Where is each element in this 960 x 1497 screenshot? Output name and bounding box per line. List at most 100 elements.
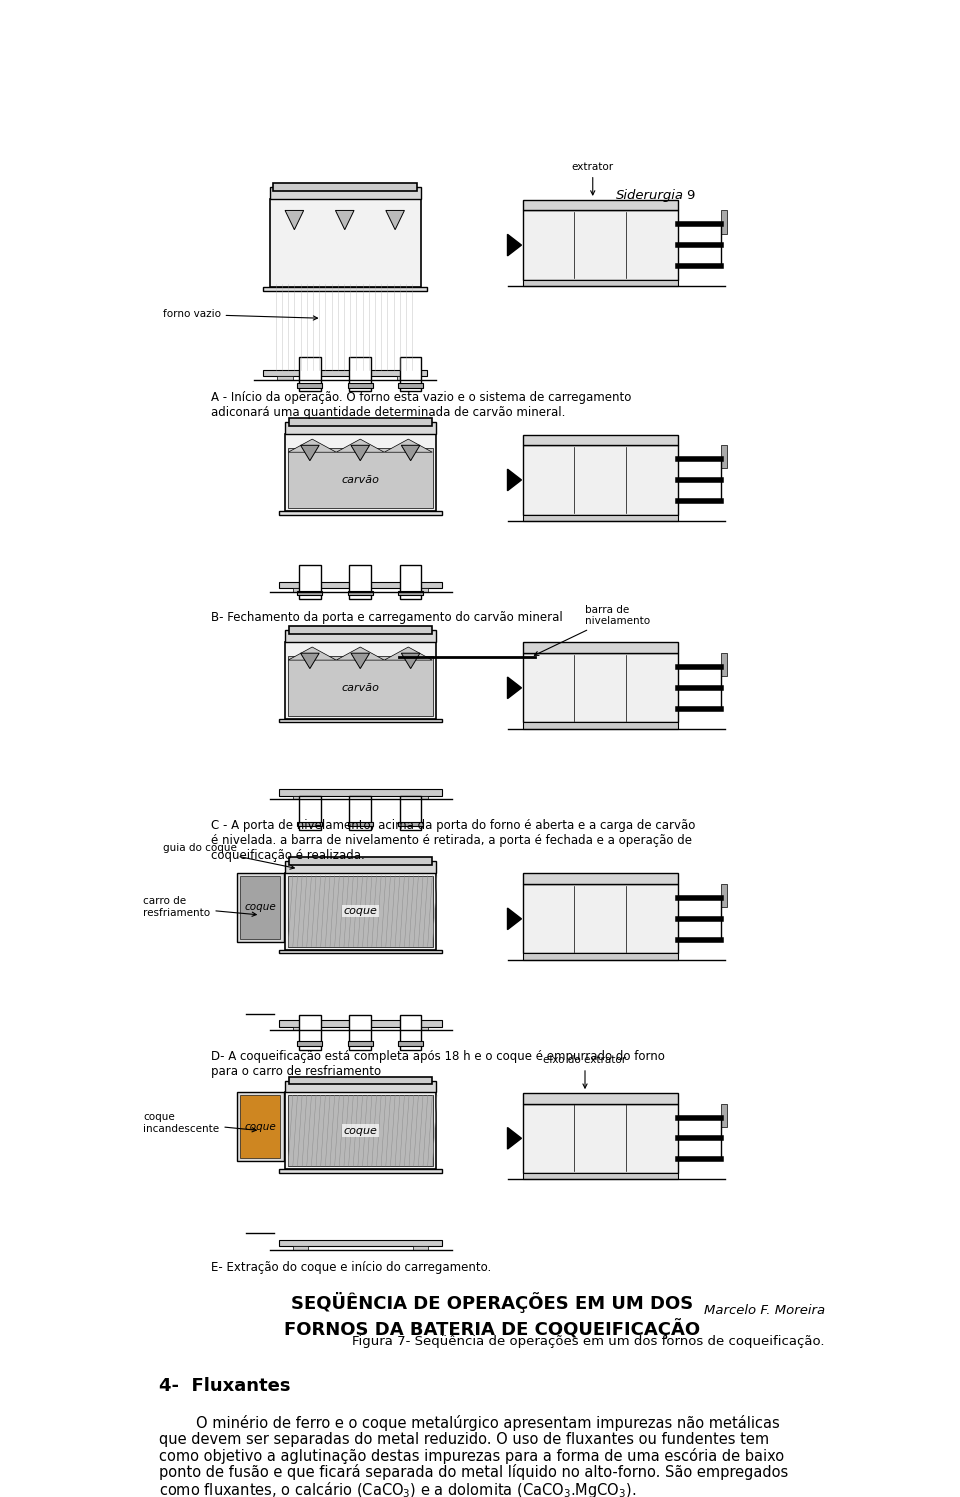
Bar <box>721 445 727 469</box>
Text: coque: coque <box>245 903 276 912</box>
Bar <box>349 795 372 831</box>
Bar <box>523 954 678 960</box>
Bar <box>384 121 406 157</box>
Bar <box>523 642 678 653</box>
Text: A - Início da operação. O forno esta vazio e o sistema de carregamento
adiconará: A - Início da operação. O forno esta vaz… <box>211 391 632 419</box>
Bar <box>334 121 355 157</box>
Bar <box>397 376 413 380</box>
Bar <box>285 861 436 873</box>
Bar <box>288 656 433 716</box>
Bar <box>285 642 436 719</box>
Bar <box>348 822 372 826</box>
Bar <box>413 1027 428 1030</box>
Bar <box>278 1169 443 1174</box>
Text: Marcelo F. Moreira: Marcelo F. Moreira <box>704 1304 826 1317</box>
Bar <box>721 211 727 234</box>
Polygon shape <box>384 439 432 452</box>
Bar <box>285 1093 436 1169</box>
Polygon shape <box>335 211 354 229</box>
Text: O minério de ferro e o coque metalúrgico apresentam impurezas não metálicas: O minério de ferro e o coque metalúrgico… <box>158 1416 780 1431</box>
Polygon shape <box>288 439 336 452</box>
Bar <box>721 885 727 907</box>
Text: C - A porta de nivelamento, acima da porta do forno é aberta e a carga de carvão: C - A porta de nivelamento, acima da por… <box>211 819 696 862</box>
Bar <box>523 515 678 521</box>
Text: D- A coqueificação está completa após 18 h e o coque é empurrado do forno
para o: D- A coqueificação está completa após 18… <box>211 1049 665 1078</box>
Bar <box>285 434 436 510</box>
Bar <box>399 356 421 391</box>
Text: Figura 7- Seqüência de operações em um dos fornos de coqueificação.: Figura 7- Seqüência de operações em um d… <box>352 1335 825 1347</box>
Bar <box>298 822 323 826</box>
Bar <box>523 445 678 515</box>
Bar <box>348 591 372 596</box>
Text: forno vazio: forno vazio <box>162 310 318 320</box>
Bar <box>398 591 423 596</box>
Bar <box>278 581 443 588</box>
Polygon shape <box>384 647 432 660</box>
Bar <box>413 795 428 799</box>
Polygon shape <box>336 647 384 660</box>
Bar <box>285 422 436 434</box>
Bar <box>283 121 305 157</box>
Bar <box>263 287 427 292</box>
Bar <box>299 795 321 831</box>
Polygon shape <box>401 653 420 669</box>
Text: Siderurgia: Siderurgia <box>616 189 684 202</box>
Bar <box>277 376 293 380</box>
Text: que devem ser separadas do metal reduzido. O uso de fluxantes ou fundentes tem: que devem ser separadas do metal reduzid… <box>158 1431 769 1446</box>
Bar <box>263 370 427 376</box>
Polygon shape <box>386 211 404 229</box>
Bar <box>299 564 321 599</box>
Bar <box>523 434 678 445</box>
Text: ponto de fusão e que ficará separada do metal líquido no alto-forno. São emprega: ponto de fusão e que ficará separada do … <box>158 1464 788 1481</box>
Bar <box>298 383 323 388</box>
Bar <box>332 148 357 153</box>
Polygon shape <box>508 235 521 256</box>
Bar <box>289 1076 432 1084</box>
Bar <box>288 449 433 507</box>
Bar <box>399 795 421 831</box>
Text: 4-  Fluxantes: 4- Fluxantes <box>158 1377 290 1395</box>
Bar <box>398 1042 423 1046</box>
Polygon shape <box>351 653 370 669</box>
Bar <box>398 822 423 826</box>
Polygon shape <box>288 647 336 660</box>
Bar <box>399 564 421 599</box>
Bar <box>349 564 372 599</box>
Bar <box>270 187 420 199</box>
Bar <box>288 1096 433 1166</box>
Bar <box>523 280 678 286</box>
Text: coque: coque <box>245 1121 276 1132</box>
Bar <box>278 510 443 515</box>
Text: SEQÜÊNCIA DE OPERAÇÕES EM UM DOS
FORNOS DA BATERIA DE COQUEIFICAÇÃO: SEQÜÊNCIA DE OPERAÇÕES EM UM DOS FORNOS … <box>284 1292 700 1340</box>
Text: carro de
resfriamento: carro de resfriamento <box>143 897 256 918</box>
Bar <box>721 653 727 677</box>
Text: barra de
nivelamento: barra de nivelamento <box>535 605 650 656</box>
Bar <box>270 199 420 287</box>
Bar <box>237 1093 283 1162</box>
Bar <box>523 885 678 954</box>
Polygon shape <box>508 469 521 491</box>
Bar <box>523 873 678 885</box>
Polygon shape <box>508 909 521 930</box>
Bar <box>348 383 372 388</box>
Bar <box>523 199 678 211</box>
Bar <box>413 1246 428 1250</box>
Bar <box>289 626 432 633</box>
Bar <box>293 1246 308 1250</box>
Polygon shape <box>300 653 319 669</box>
Bar <box>278 789 443 795</box>
Polygon shape <box>508 677 521 699</box>
Bar <box>240 1096 280 1159</box>
Bar <box>383 148 408 153</box>
Text: guia do coque: guia do coque <box>162 843 295 870</box>
Polygon shape <box>508 1127 521 1150</box>
Bar <box>240 876 280 939</box>
Text: 9: 9 <box>685 189 694 202</box>
Bar <box>299 1015 321 1049</box>
Bar <box>289 858 432 865</box>
Text: coque: coque <box>344 906 377 916</box>
Bar <box>523 1103 678 1174</box>
Text: carvão: carvão <box>342 683 379 693</box>
Polygon shape <box>351 445 370 461</box>
Bar <box>523 653 678 723</box>
